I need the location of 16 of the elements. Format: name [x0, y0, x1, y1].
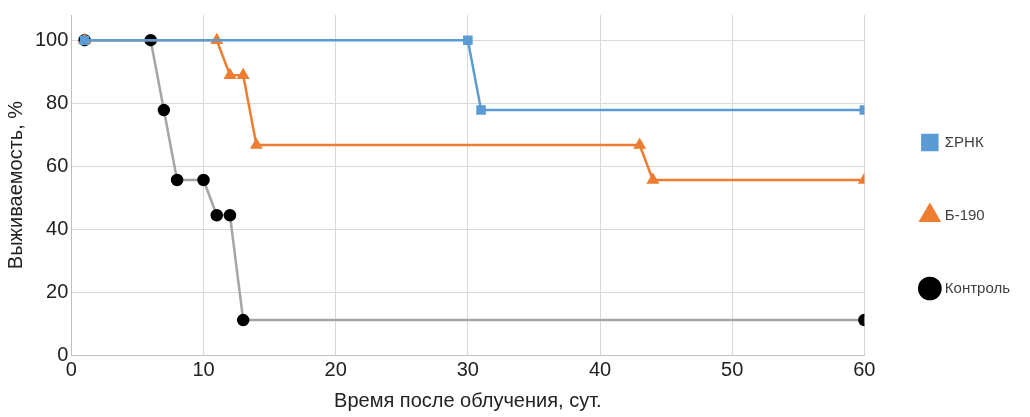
y-tick-label: 60	[46, 153, 69, 176]
legend-label: ΣРНК	[944, 132, 984, 150]
legend-label: Контроль	[944, 278, 1011, 296]
x-tick-label: 60	[853, 357, 876, 380]
y-tick-label: 20	[46, 279, 69, 302]
x-tick-label: 30	[456, 357, 479, 380]
y-tick-label: 40	[46, 216, 69, 239]
y-tick-label: 80	[46, 90, 69, 113]
y-axis-title: Выживаемость, %	[3, 100, 26, 270]
x-tick-label: 10	[192, 357, 215, 380]
y-tick-label: 100	[34, 27, 69, 50]
x-tick-label: 50	[721, 357, 744, 380]
x-axis-title: Время после облучения, сут.	[334, 388, 602, 411]
x-tick-label: 20	[324, 357, 347, 380]
legend-label: Б-190	[944, 205, 985, 223]
x-tick-label: 40	[588, 357, 612, 380]
